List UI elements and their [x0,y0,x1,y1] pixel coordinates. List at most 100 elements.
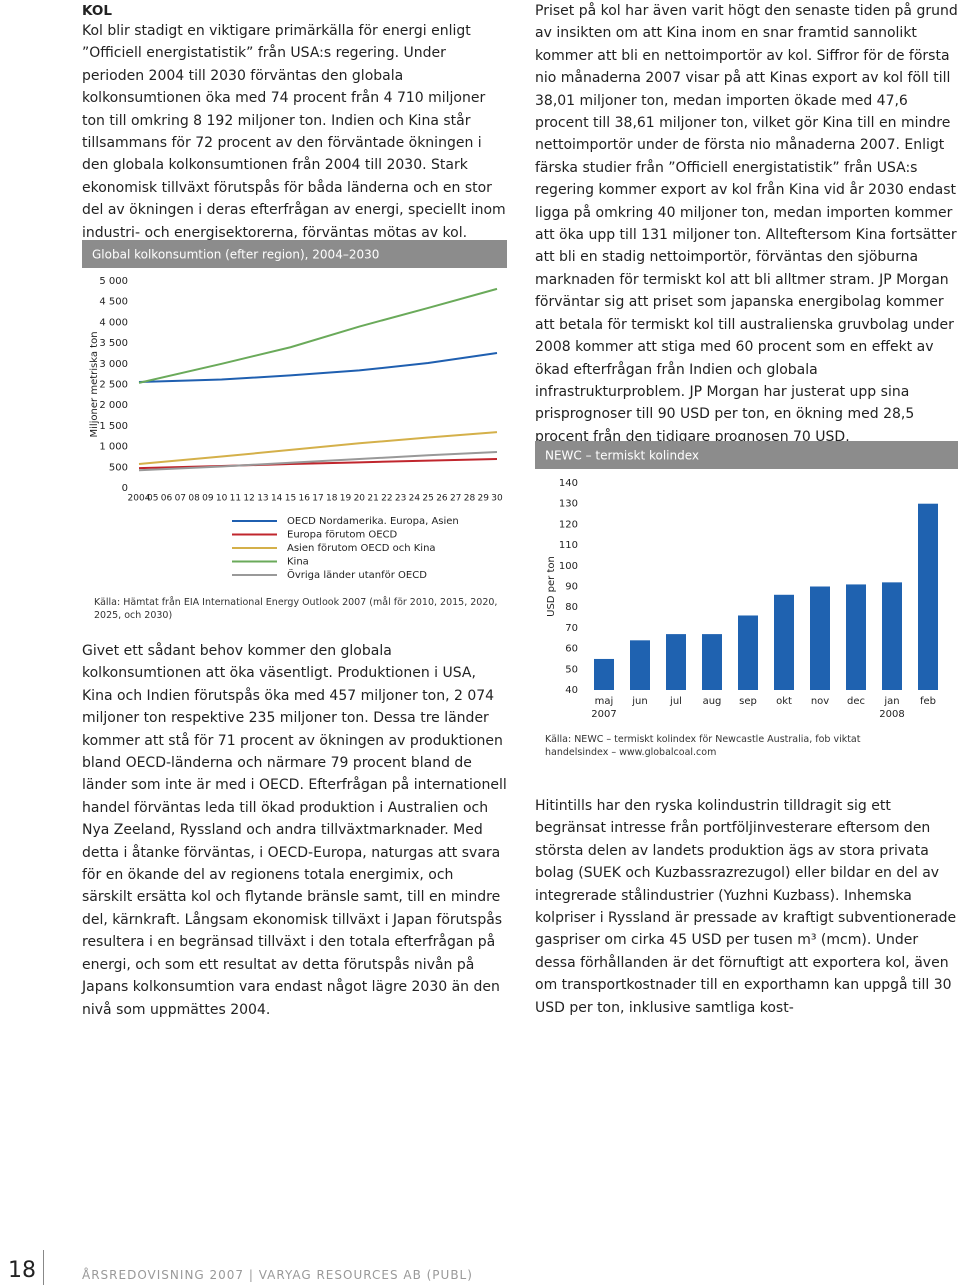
paragraph: Hitintills har den ryska kolindustrin ti… [535,798,957,1016]
y-tick-label: 110 [559,540,578,551]
x-tick-label: 14 [271,494,283,504]
x-tick-label: sep [739,696,757,707]
y-tick-label: 50 [565,664,578,675]
y-tick-label: 4 000 [99,317,128,328]
divider [43,1250,44,1285]
y-axis-label: USD per ton [546,556,557,617]
x-tick-label: 06 [161,494,173,504]
x-tick-label: maj 2007 [591,696,616,720]
y-tick-label: 60 [565,644,578,655]
right-column-lower: Hitintills har den ryska kolindustrin ti… [535,795,958,1019]
x-tick-label: 23 [395,494,406,504]
y-tick-label: 140 [559,478,578,489]
y-tick-label: 2 000 [99,400,128,411]
y-tick-label: 120 [559,519,578,530]
y-tick-label: 1 500 [99,421,128,432]
x-tick-label: 25 [422,494,433,504]
y-tick-label: 4 500 [99,297,128,308]
x-tick-label: 20 [354,494,366,504]
x-tick-label: 22 [381,494,392,504]
x-tick-label: 30 [491,494,503,504]
bar [882,582,902,690]
x-tick-label: 17 [312,494,323,504]
paragraph: Priset på kol har även varit högt den se… [535,3,958,445]
left-column: Kol blir stadigt en viktigare primärkäll… [82,20,507,244]
x-tick-label: okt [776,696,792,707]
x-tick-label: nov [811,696,829,707]
x-tick-label: 11 [230,494,241,504]
legend-label: Asien förutom OECD och Kina [287,543,436,554]
chart-source: Källa: NEWC – termiskt kolindex för Newc… [545,734,861,758]
footer-text: ÅRSREDOVISNING 2007 | VARYAG RESOURCES A… [82,1268,473,1282]
x-tick-label: 12 [243,494,254,504]
x-tick-label: 13 [257,494,268,504]
x-tick-label: 2004 [128,494,151,504]
y-tick-label: 40 [565,685,578,696]
chart-header [535,441,958,469]
x-tick-label: 07 [175,494,186,504]
chart-header [82,240,507,268]
bar [846,584,866,690]
series-line [138,431,498,465]
x-tick-label: 27 [450,494,461,504]
x-tick-label: 19 [340,494,352,504]
bar [738,615,758,690]
bar [702,634,722,690]
x-tick-label: jul [669,696,682,707]
x-tick-label: 28 [464,494,476,504]
x-tick-label: 26 [436,494,448,504]
x-tick-label: 09 [202,494,214,504]
y-tick-label: 1 000 [99,442,128,453]
legend-label: Övriga länder utanför OECD [287,568,427,581]
x-tick-label: 16 [299,494,311,504]
y-tick-label: 80 [565,602,578,613]
x-tick-label: 15 [285,494,296,504]
y-tick-label: 0 [122,483,128,494]
bar [630,640,650,690]
y-tick-label: 130 [559,499,578,510]
bar-chart: NEWC – termiskt kolindex USD per ton 40 50 6… [535,441,958,720]
bar [666,634,686,690]
y-tick-label: 90 [565,582,578,593]
x-tick-label: feb [920,696,936,707]
x-tick-label: 05 [147,494,158,504]
chart-title: NEWC – termiskt kolindex [545,449,699,463]
x-tick-label: dec [847,696,865,707]
paragraph: Kol blir stadigt en viktigare primärkäll… [82,23,506,241]
y-tick-label: 70 [565,623,578,634]
series-line [138,352,498,384]
right-column: Priset på kol har även varit högt den se… [535,0,958,448]
y-axis-label: Miljoner metriska ton [89,331,100,437]
x-tick-label: jan 2008 [879,696,904,720]
y-tick-label: 3 000 [99,359,128,370]
x-tick-label: 29 [478,494,490,504]
x-tick-label: 24 [409,494,421,504]
series-line [138,287,498,384]
bar [918,503,938,690]
page-number: 18 [8,1258,36,1283]
chart-source: Källa: Hämtat från EIA International Ene… [94,597,498,621]
x-tick-label: 18 [326,494,338,504]
paragraph: Givet ett sådant behov kommer den global… [82,643,507,1018]
legend-label: Kina [287,557,309,568]
y-tick-label: 500 [109,462,128,473]
left-column-lower: Givet ett sådant behov kommer den global… [82,640,507,1021]
bar [810,586,830,690]
legend-label: OECD Nordamerika. Europa, Asien [287,516,459,527]
y-tick-label: 3 500 [99,338,128,349]
bar [594,658,614,690]
x-tick-label: 21 [367,494,378,504]
chart-title: Global kolkonsumtion (efter region), 200… [92,248,379,262]
x-tick-label: 10 [216,494,228,504]
bar [774,594,794,690]
series-line [138,450,498,472]
x-tick-label: 08 [188,494,200,504]
x-tick-label: jun [631,696,647,707]
y-tick-label: 100 [559,561,578,572]
y-tick-label: 2 500 [99,380,128,391]
line-chart: Global kolkonsumtion (efter region), 200… [82,240,507,581]
y-tick-label: 5 000 [99,276,128,287]
x-tick-label: aug [703,696,722,707]
section-title: KOL [82,3,112,19]
